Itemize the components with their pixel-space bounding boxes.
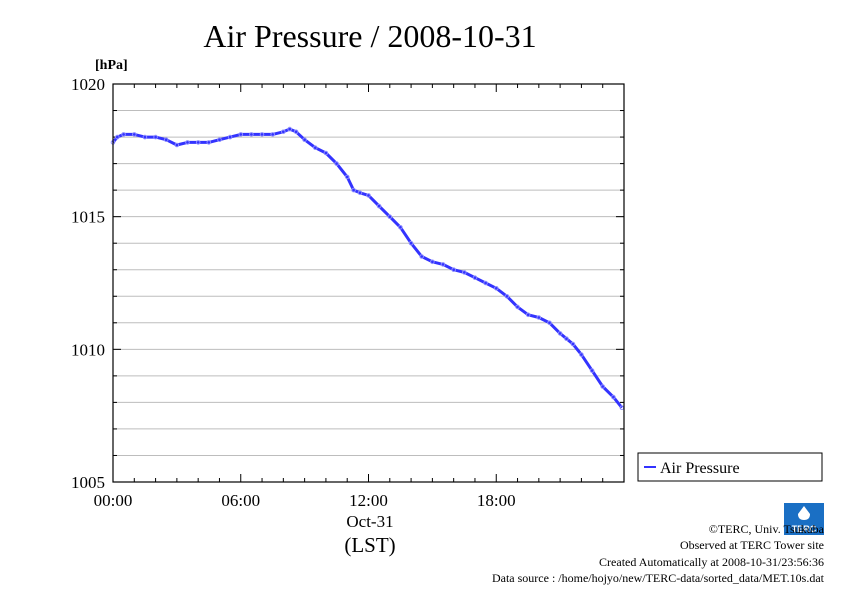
data-point — [270, 132, 276, 137]
data-point — [302, 137, 307, 142]
data-point — [515, 304, 520, 310]
created-timestamp-text: Created Automatically at 2008-10-31/23:5… — [599, 554, 824, 569]
data-point — [472, 275, 478, 281]
data-point — [408, 240, 414, 246]
observed-site-text: Observed at TERC Tower site — [679, 538, 824, 553]
data-point — [483, 280, 488, 286]
data-point — [536, 315, 542, 320]
data-point — [451, 267, 457, 273]
data-point — [611, 394, 616, 400]
data-point — [259, 132, 265, 137]
grid-lines — [113, 110, 624, 456]
data-point — [153, 134, 158, 140]
data-source-text: Data source : /home/hojyo/new/TERC-data/… — [491, 570, 824, 585]
data-point — [357, 190, 363, 196]
data-point — [430, 259, 435, 265]
data-point — [570, 341, 576, 347]
data-point — [504, 294, 510, 299]
copyright-text: ©TERC, Univ. Tsukuba — [708, 522, 824, 536]
x-tick-label: 00:00 — [94, 491, 133, 510]
chart-title: Air Pressure / 2008-10-31 — [203, 18, 536, 54]
data-point — [185, 140, 190, 145]
data-point — [293, 129, 299, 135]
y-tick-label: 1005 — [71, 473, 105, 492]
data-point — [494, 286, 499, 291]
data-point — [387, 214, 393, 219]
legend-label: Air Pressure — [660, 460, 740, 477]
y-axis-unit-label: [hPa] — [95, 58, 128, 73]
data-point — [195, 140, 201, 145]
data-point — [525, 312, 531, 318]
legend-box — [637, 452, 823, 482]
data-point — [287, 126, 293, 132]
data-point — [121, 132, 126, 137]
x-tick-label: 12:00 — [349, 491, 388, 510]
logo-text: TERC — [792, 524, 817, 534]
series-air-pressure — [110, 126, 625, 411]
data-point — [238, 132, 244, 137]
data-point — [462, 270, 467, 275]
data-point — [376, 203, 382, 209]
data-point — [579, 352, 584, 357]
legend: Air Pressure — [637, 452, 823, 482]
y-tick-label: 1015 — [71, 208, 105, 227]
y-tick-label: 1010 — [71, 340, 105, 359]
data-point — [115, 134, 120, 140]
credits: ©TERC, Univ. Tsukuba Observed at TERC To… — [492, 521, 824, 586]
series-line — [111, 127, 624, 409]
data-point — [132, 132, 137, 137]
x-tick-labels: 00:00 06:00 12:00 18:00 — [94, 491, 516, 510]
data-point — [281, 129, 286, 135]
x-tick-label: 06:00 — [221, 491, 260, 510]
y-tick-labels: 1005 1010 1015 1020 — [71, 75, 105, 492]
data-point — [398, 225, 403, 230]
data-point — [174, 142, 180, 148]
data-point — [142, 134, 148, 140]
data-point — [600, 384, 606, 389]
data-point — [206, 140, 212, 145]
data-point — [344, 174, 350, 180]
data-point — [334, 161, 339, 166]
data-point — [217, 137, 222, 142]
data-point — [227, 134, 233, 140]
data-point — [547, 320, 552, 326]
data-point — [313, 145, 318, 150]
y-tick-label: 1020 — [71, 75, 105, 94]
terc-logo: TERC — [784, 503, 824, 535]
data-point — [589, 368, 595, 373]
data-point — [419, 254, 425, 259]
data-point — [557, 331, 563, 336]
x-axis-date-label: Oct-31 — [346, 512, 393, 531]
data-point — [323, 150, 329, 156]
plot-frame — [112, 83, 625, 483]
x-axis-title: (LST) — [344, 533, 395, 557]
data-point — [564, 336, 569, 342]
data-point — [440, 262, 446, 267]
x-tick-label: 18:00 — [477, 491, 516, 510]
data-point — [249, 132, 254, 137]
data-point — [163, 137, 169, 142]
data-point — [351, 187, 356, 193]
data-point — [366, 193, 371, 198]
